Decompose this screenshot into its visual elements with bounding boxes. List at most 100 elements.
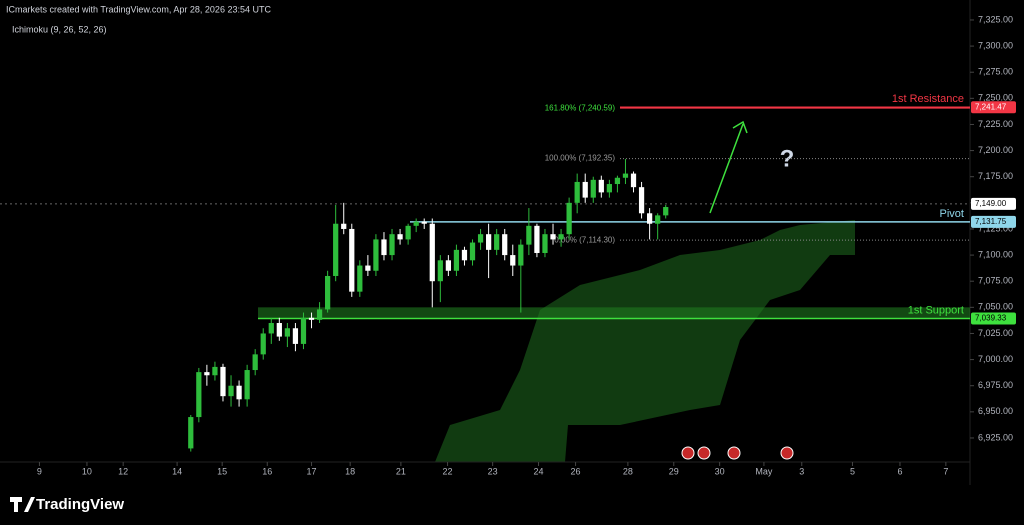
candle-body	[606, 184, 612, 193]
price-box	[971, 101, 1016, 114]
event-icon	[780, 446, 794, 460]
candle-body	[469, 242, 476, 261]
x-tick-label: 28	[623, 466, 633, 476]
candle-body	[333, 223, 339, 276]
candle-body	[349, 228, 355, 292]
candle-body	[212, 366, 218, 376]
y-tick-label: 7,300.00	[978, 40, 1013, 50]
y-tick-label: 7,200.00	[978, 145, 1013, 155]
candle-body	[389, 234, 395, 256]
y-tick-label: 7,175.00	[978, 171, 1013, 181]
x-tick-label: 30	[715, 466, 725, 476]
fib-label: 0.00% (7,114.30)	[554, 235, 615, 244]
x-tick-label: 12	[118, 466, 128, 476]
x-tick-label: 17	[307, 466, 317, 476]
candle-body	[365, 265, 371, 271]
candle-body	[220, 366, 226, 397]
ichimoku-cloud	[435, 220, 855, 462]
x-tick-label: 6	[897, 466, 902, 476]
candle-body	[526, 225, 532, 245]
y-tick-label: 6,925.00	[978, 432, 1013, 442]
candle-body	[542, 234, 548, 253]
x-tick-label: 21	[396, 466, 406, 476]
y-tick-label: 7,325.00	[978, 14, 1013, 24]
candle-body	[268, 323, 274, 334]
y-tick-label: 7,025.00	[978, 328, 1013, 338]
y-tick-label: 7,050.00	[978, 302, 1013, 312]
y-tick-label: 7,000.00	[978, 354, 1013, 364]
candle-body	[196, 372, 202, 418]
candle-body	[300, 317, 307, 344]
candle-body	[461, 249, 468, 261]
candle-body	[558, 234, 564, 240]
y-tick-label: 6,950.00	[978, 406, 1013, 416]
y-tick-label: 7,075.00	[978, 276, 1013, 286]
candle-body	[502, 234, 508, 256]
price-box	[971, 312, 1016, 325]
x-tick-label: May	[755, 466, 773, 476]
x-tick-label: 3	[799, 466, 804, 476]
candle-body	[373, 239, 379, 271]
fib-label: 100.00% (7,192.35)	[545, 154, 616, 163]
event-icon	[727, 446, 741, 460]
candle-body	[429, 223, 435, 282]
y-tick-label: 7,250.00	[978, 93, 1013, 103]
footer	[0, 485, 1024, 525]
candle-body	[284, 328, 290, 337]
price-box-label: 7,241.47	[975, 102, 1007, 111]
candle-body	[494, 234, 500, 250]
x-tick-label: 7	[943, 466, 948, 476]
candle-body	[582, 181, 588, 198]
candle-body	[357, 265, 363, 292]
candle-body	[260, 333, 266, 355]
price-box	[971, 215, 1016, 228]
candle-body	[534, 225, 540, 253]
candle-body	[405, 225, 411, 240]
candle-body	[638, 187, 645, 214]
candle-body	[647, 213, 653, 224]
candle-body	[381, 239, 387, 256]
y-tick-label: 6,975.00	[978, 380, 1013, 390]
candle-body	[308, 317, 315, 320]
x-tick-label: 14	[172, 466, 182, 476]
candle-body	[341, 223, 347, 229]
candle-body	[574, 181, 580, 203]
y-tick-label: 7,100.00	[978, 249, 1013, 259]
question-mark: ?	[780, 145, 795, 172]
candle-body	[276, 323, 282, 337]
x-tick-label: 16	[262, 466, 272, 476]
x-tick-label: 15	[217, 466, 227, 476]
attribution: ICmarkets created with TradingView.com, …	[6, 4, 271, 14]
indicator-label: Ichimoku (9, 26, 52, 26)	[12, 24, 107, 34]
candle-body	[437, 260, 443, 282]
level-name: 1st Resistance	[892, 93, 964, 105]
candle-body	[421, 221, 427, 224]
event-icons	[681, 446, 794, 460]
candle-body	[228, 385, 234, 397]
candle-body	[453, 249, 460, 271]
candle-body	[316, 309, 323, 320]
candle-body	[590, 179, 596, 198]
event-icon	[697, 446, 711, 460]
candle-body	[598, 179, 604, 193]
candle-body	[445, 260, 451, 271]
candle-body	[566, 202, 572, 235]
x-tick-label: 9	[37, 466, 42, 476]
candle-body	[614, 177, 621, 185]
candle-body	[655, 215, 661, 224]
logo-text: TradingView	[36, 496, 124, 513]
fib-label: 161.80% (7,240.59)	[545, 103, 616, 112]
level-name: Pivot	[940, 208, 964, 220]
candle-body	[486, 234, 492, 250]
x-tick-label: 22	[443, 466, 453, 476]
candle-body	[413, 221, 419, 226]
price-box	[971, 197, 1016, 210]
x-tick-label: 26	[571, 466, 581, 476]
x-tick-label: 23	[488, 466, 498, 476]
candle-body	[244, 370, 250, 400]
price-box-label: 7,039.33	[975, 314, 1007, 323]
candle-body	[252, 354, 258, 371]
x-tick-label: 10	[82, 466, 92, 476]
